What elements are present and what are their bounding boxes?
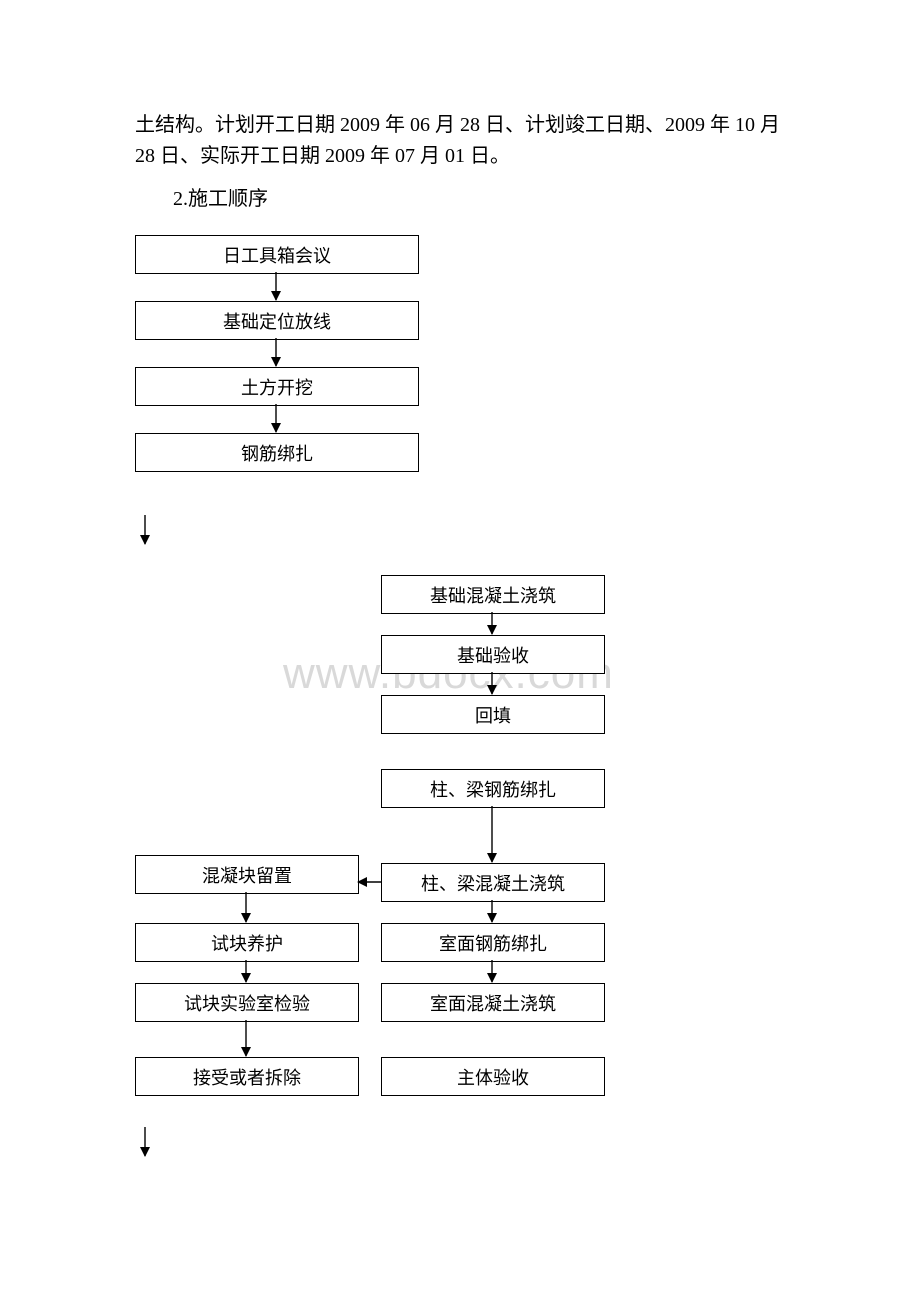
flowchart-area: www.bdocx.com 日工具箱会议基础定位放线土方开挖钢筋绑扎基础混凝土浇… bbox=[135, 227, 795, 1167]
flow-arrow bbox=[486, 612, 498, 635]
flow-arrow bbox=[486, 960, 498, 983]
flow-arrow bbox=[270, 338, 282, 367]
flow-arrow bbox=[486, 806, 498, 863]
flow-node-n1: 日工具箱会议 bbox=[135, 235, 419, 274]
flow-node-n7: 回填 bbox=[381, 695, 605, 734]
flow-node-n5: 基础混凝土浇筑 bbox=[381, 575, 605, 614]
flow-node-n15: 试块实验室检验 bbox=[135, 983, 359, 1022]
flow-node-n16: 接受或者拆除 bbox=[135, 1057, 359, 1096]
flow-arrow bbox=[240, 960, 252, 983]
section-heading: 2.施工顺序 bbox=[135, 184, 795, 215]
flow-node-n4: 钢筋绑扎 bbox=[135, 433, 419, 472]
flow-node-n2: 基础定位放线 bbox=[135, 301, 419, 340]
flow-arrow bbox=[270, 272, 282, 301]
flow-node-n12: 主体验收 bbox=[381, 1057, 605, 1096]
flow-arrow bbox=[139, 1127, 151, 1157]
flow-arrow bbox=[139, 515, 151, 545]
flow-node-n3: 土方开挖 bbox=[135, 367, 419, 406]
flow-node-n13: 混凝块留置 bbox=[135, 855, 359, 894]
flow-arrow bbox=[357, 876, 381, 888]
flow-node-n9: 柱、梁混凝土浇筑 bbox=[381, 863, 605, 902]
flow-node-n14: 试块养护 bbox=[135, 923, 359, 962]
flow-arrow bbox=[486, 672, 498, 695]
flow-arrow bbox=[270, 404, 282, 433]
flow-node-n6: 基础验收 bbox=[381, 635, 605, 674]
flow-arrow bbox=[240, 1020, 252, 1057]
flow-node-n11: 室面混凝土浇筑 bbox=[381, 983, 605, 1022]
flow-node-n10: 室面钢筋绑扎 bbox=[381, 923, 605, 962]
document-page: 土结构。计划开工日期 2009 年 06 月 28 日、计划竣工日期、2009 … bbox=[0, 0, 920, 1227]
flow-arrow bbox=[486, 900, 498, 923]
intro-paragraph: 土结构。计划开工日期 2009 年 06 月 28 日、计划竣工日期、2009 … bbox=[135, 110, 795, 172]
flow-node-n8: 柱、梁钢筋绑扎 bbox=[381, 769, 605, 808]
flow-arrow bbox=[240, 892, 252, 923]
